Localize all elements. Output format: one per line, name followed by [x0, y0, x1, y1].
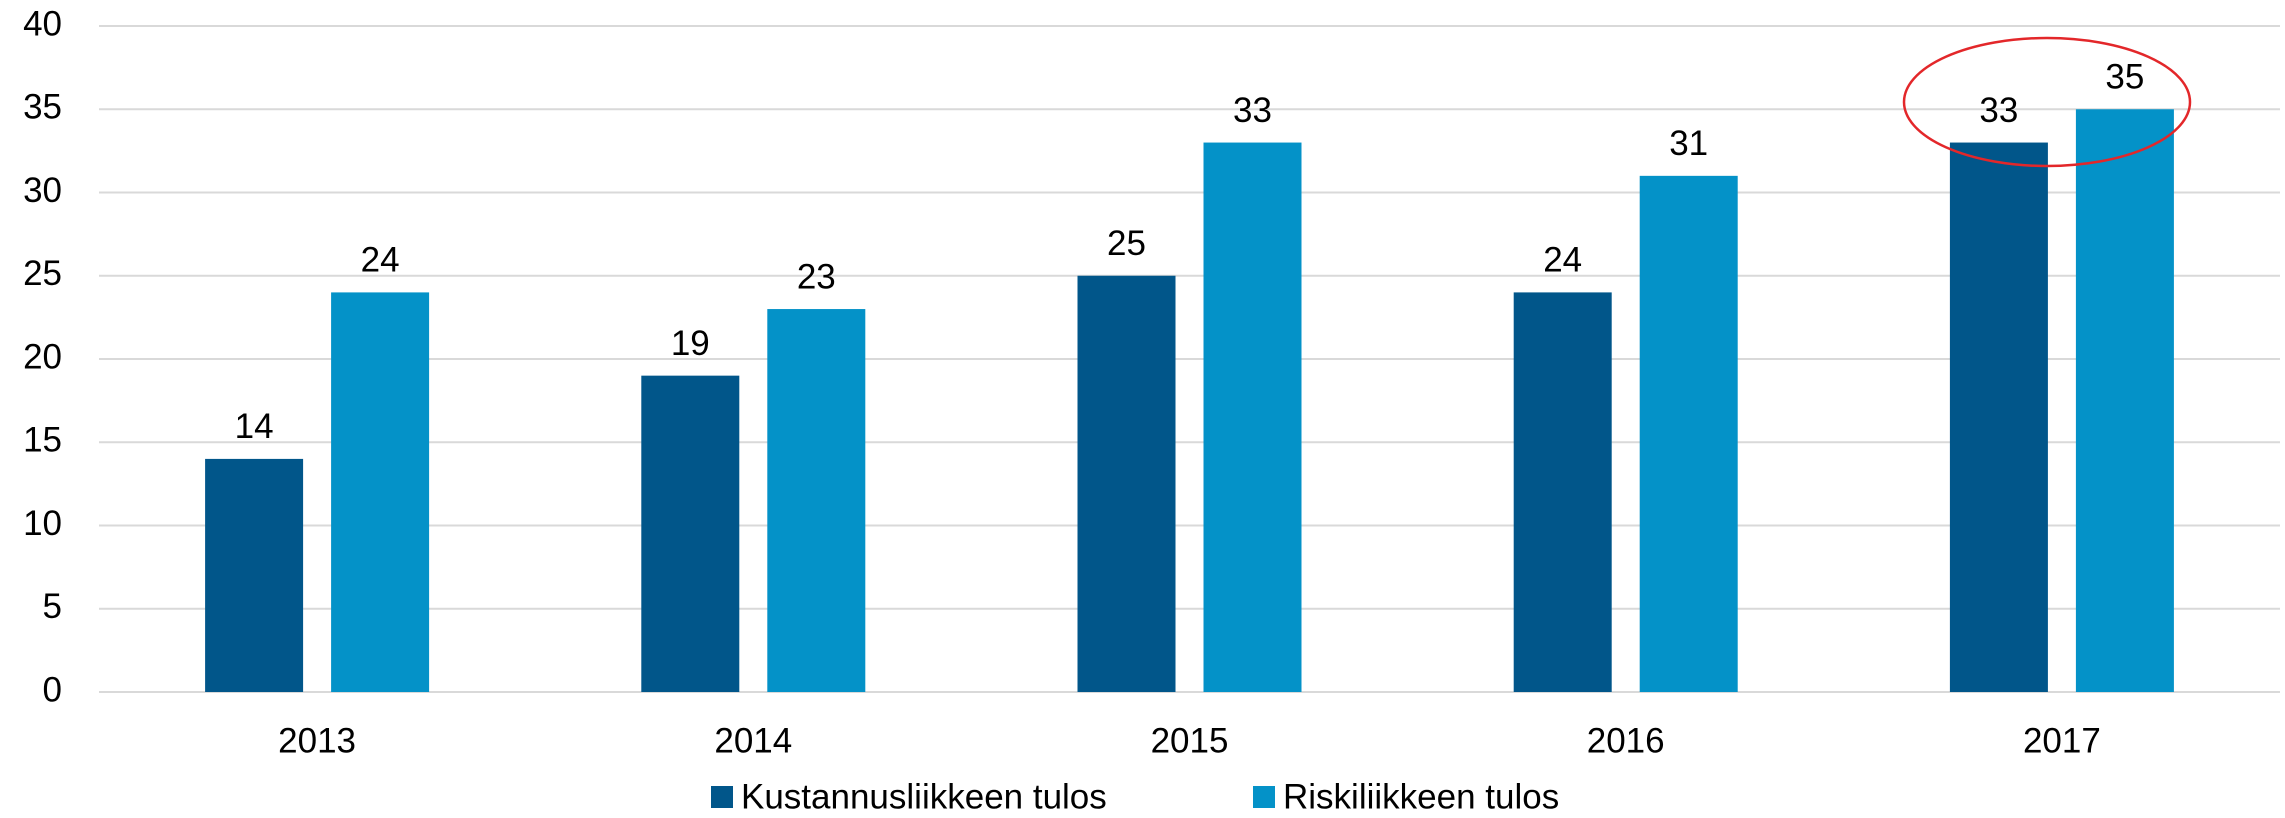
y-tick-label: 5 — [43, 587, 62, 626]
x-tick-label: 2015 — [1151, 721, 1229, 760]
y-tick-label: 35 — [23, 88, 62, 127]
data-label: 19 — [671, 324, 710, 363]
bar — [2075, 109, 2174, 692]
x-tick-label: 2014 — [714, 721, 792, 760]
data-label: 24 — [361, 241, 400, 280]
y-tick-label: 0 — [43, 670, 62, 709]
y-tick-label: 10 — [23, 504, 62, 543]
data-label: 23 — [797, 257, 836, 296]
y-tick-label: 25 — [23, 254, 62, 293]
x-tick-label: 2017 — [2023, 721, 2101, 760]
bar — [205, 458, 304, 692]
y-tick-label: 40 — [23, 4, 62, 43]
data-label: 33 — [1233, 91, 1272, 130]
data-label: 35 — [2105, 58, 2144, 97]
bar — [1513, 292, 1612, 692]
legend-swatch — [711, 786, 733, 808]
x-tick-label: 2013 — [278, 721, 356, 760]
bar — [331, 292, 430, 692]
data-label: 33 — [1979, 91, 2018, 130]
x-tick-label: 2016 — [1587, 721, 1665, 760]
bar — [1639, 175, 1738, 693]
bar — [1203, 142, 1302, 693]
data-label: 14 — [235, 407, 274, 446]
data-label: 25 — [1107, 224, 1146, 263]
bar — [1949, 142, 2048, 693]
highlight-ellipse — [1902, 36, 2192, 168]
y-tick-label: 30 — [23, 171, 62, 210]
y-tick-label: 15 — [23, 421, 62, 460]
y-tick-label: 20 — [23, 337, 62, 376]
legend-label: Kustannusliikkeen tulos — [741, 777, 1107, 816]
bar — [767, 309, 866, 692]
legend-label: Riskiliikkeen tulos — [1283, 777, 1559, 816]
data-label: 31 — [1669, 124, 1708, 163]
legend-swatch — [1253, 786, 1275, 808]
bar — [1077, 275, 1176, 692]
data-label: 24 — [1543, 241, 1582, 280]
bar — [641, 375, 740, 692]
